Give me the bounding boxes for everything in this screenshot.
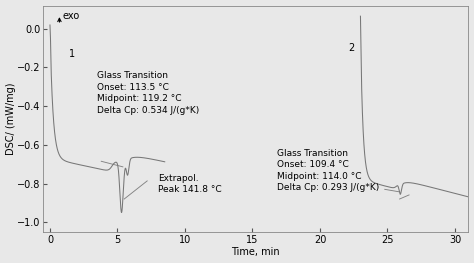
- Text: Glass Transition
Onset: 113.5 °C
Midpoint: 119.2 °C
Delta Cp: 0.534 J/(g*K): Glass Transition Onset: 113.5 °C Midpoin…: [97, 71, 200, 115]
- Y-axis label: DSC/ (mW/mg): DSC/ (mW/mg): [6, 83, 16, 155]
- Text: 1: 1: [69, 49, 74, 59]
- X-axis label: Time, min: Time, min: [231, 247, 280, 257]
- Text: Extrapol.
Peak 141.8 °C: Extrapol. Peak 141.8 °C: [158, 174, 221, 194]
- Text: exo: exo: [63, 11, 80, 21]
- Text: Glass Transition
Onset: 109.4 °C
Midpoint: 114.0 °C
Delta Cp: 0.293 J/(g*K): Glass Transition Onset: 109.4 °C Midpoin…: [277, 149, 379, 192]
- Text: 2: 2: [348, 43, 354, 53]
